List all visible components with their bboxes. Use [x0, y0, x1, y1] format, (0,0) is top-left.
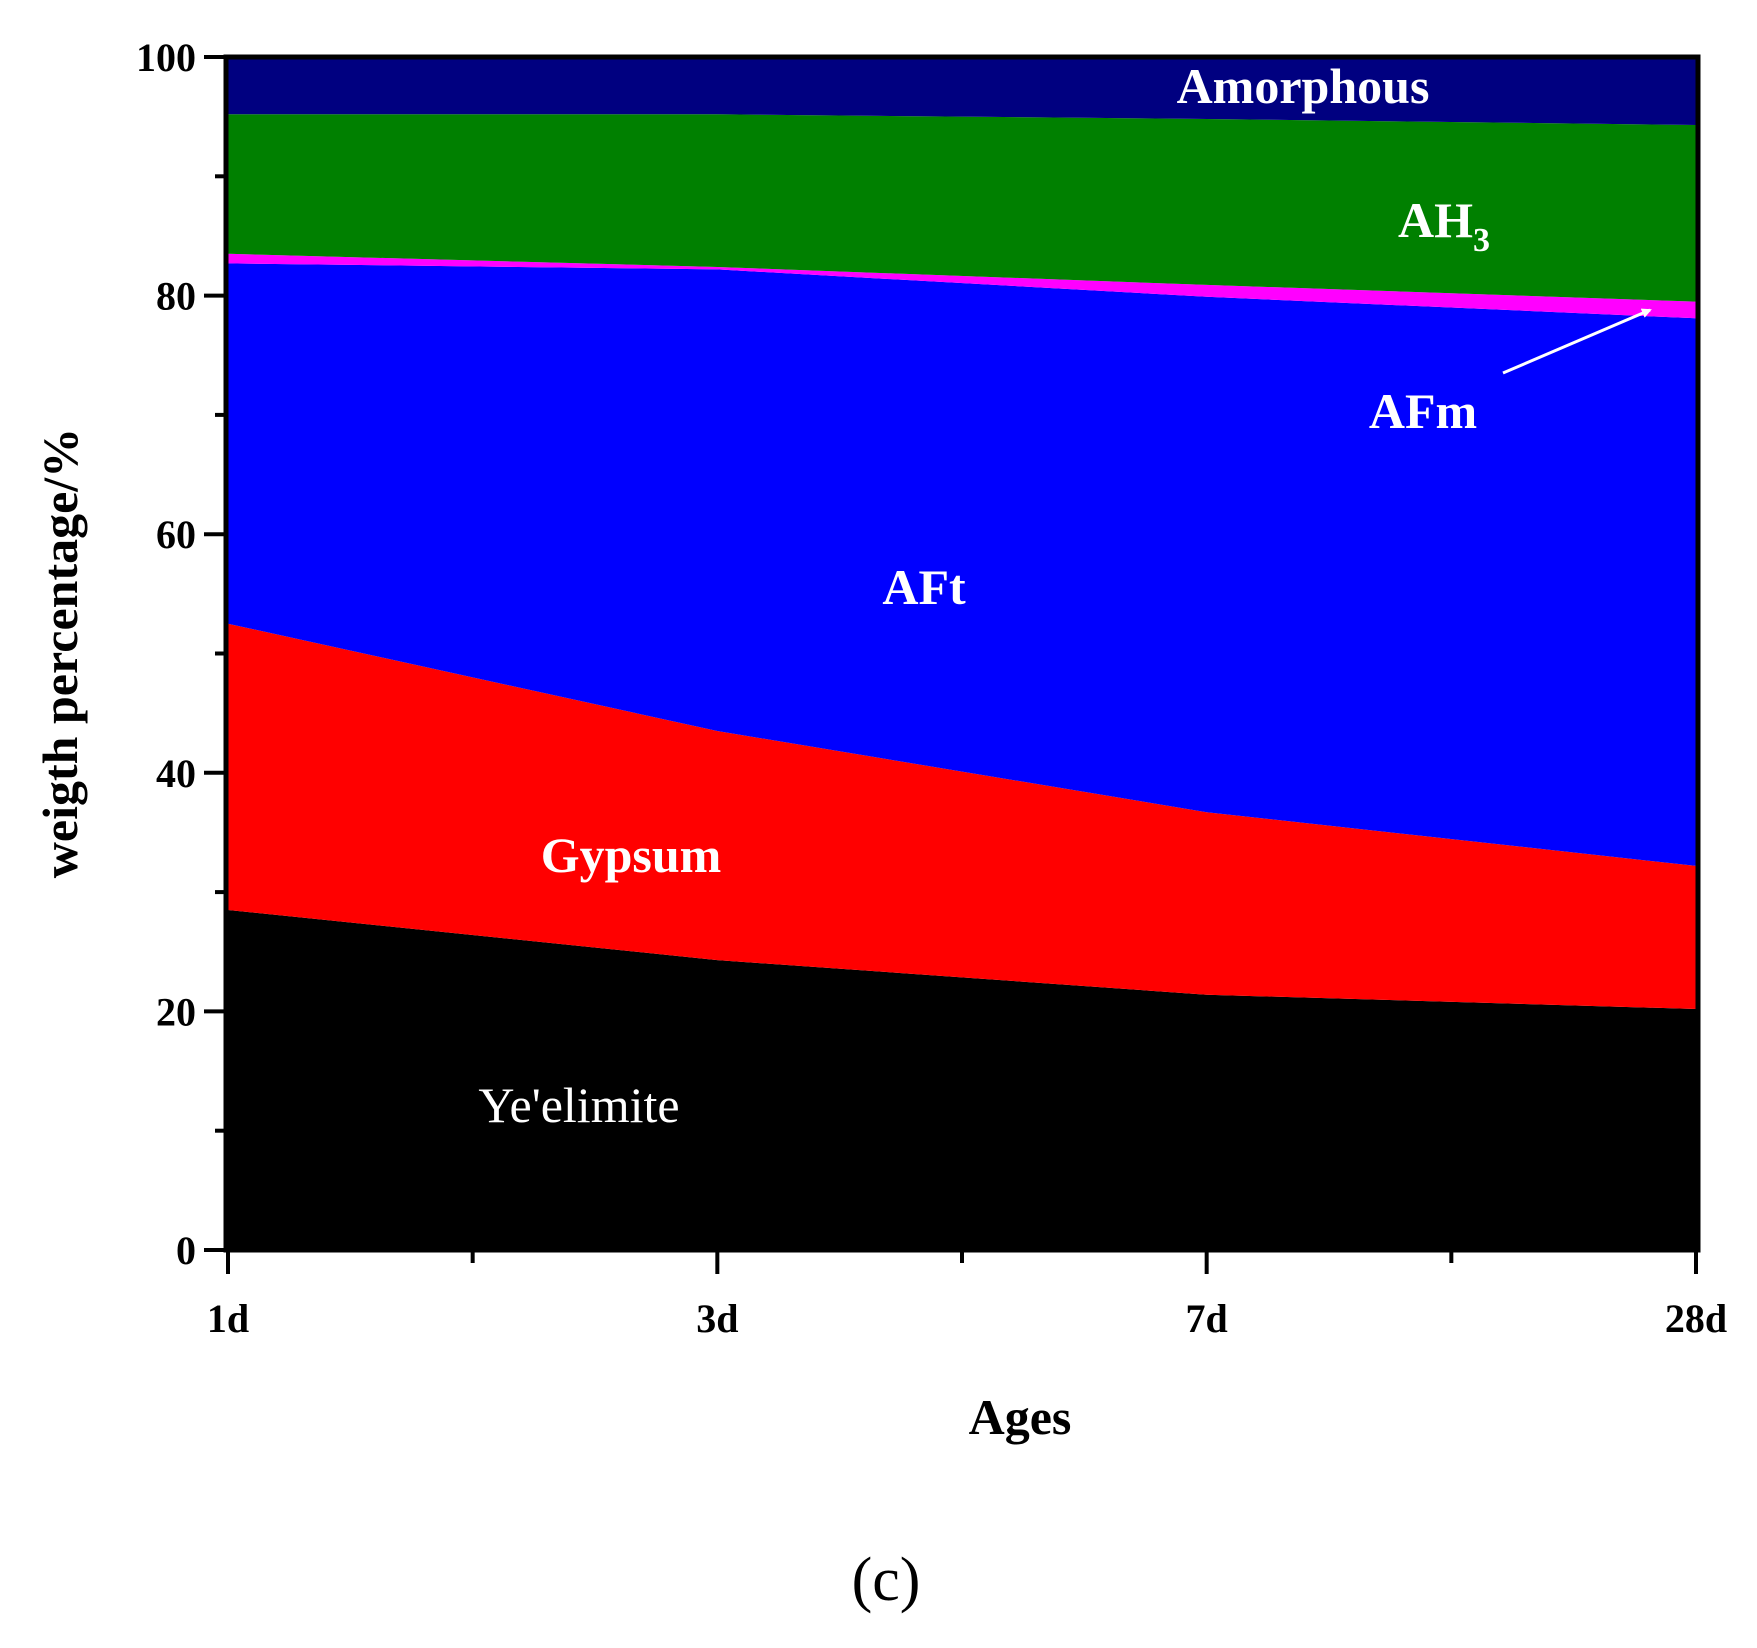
series-label-gypsum: Gypsum: [541, 827, 722, 883]
series-labels: Amorphous AH3 AFm AFt Gypsum Ye'elimite: [478, 58, 1652, 1133]
ah3-subscript: 3: [1473, 222, 1490, 259]
y-tick-label: 0: [176, 1228, 196, 1273]
area-gypsum: [228, 623, 1696, 1009]
area-layers: [228, 57, 1696, 1250]
axes: 0 20 40 60 80 100 1d 3d 7d 28d: [136, 35, 1727, 1341]
series-label-ah3: AH3: [1398, 192, 1490, 259]
area-afm: [228, 253, 1696, 319]
x-axis-title: Ages: [969, 1389, 1072, 1445]
x-tick-label: 28d: [1665, 1296, 1727, 1341]
area-amorphous: [228, 57, 1696, 125]
panel-label: (c): [852, 1546, 921, 1614]
series-label-afm: AFm: [1369, 383, 1477, 439]
x-tick-label: 7d: [1186, 1296, 1228, 1341]
series-label-yeelimite: Ye'elimite: [478, 1077, 679, 1133]
y-tick-label: 80: [156, 274, 196, 319]
series-label-amorphous: Amorphous: [1177, 58, 1430, 114]
ah3-base: AH: [1398, 192, 1473, 248]
x-tick-label: 1d: [207, 1296, 249, 1341]
x-tick-label: 3d: [696, 1296, 738, 1341]
series-label-aft: AFt: [882, 559, 966, 615]
y-tick-label: 20: [156, 989, 196, 1034]
area-ye-elimite: [228, 910, 1696, 1250]
y-tick-label: 40: [156, 751, 196, 796]
y-tick-label: 100: [136, 35, 196, 80]
y-axis-title: weigth percentage/%: [32, 428, 88, 878]
x-axis-ticks: 1d 3d 7d 28d: [207, 1252, 1727, 1341]
area-aft: [228, 263, 1696, 866]
y-tick-label: 60: [156, 512, 196, 557]
afm-pointer-arrow: [1502, 308, 1652, 375]
area-ah3: [228, 114, 1696, 302]
y-axis-ticks: 0 20 40 60 80 100: [136, 35, 226, 1273]
